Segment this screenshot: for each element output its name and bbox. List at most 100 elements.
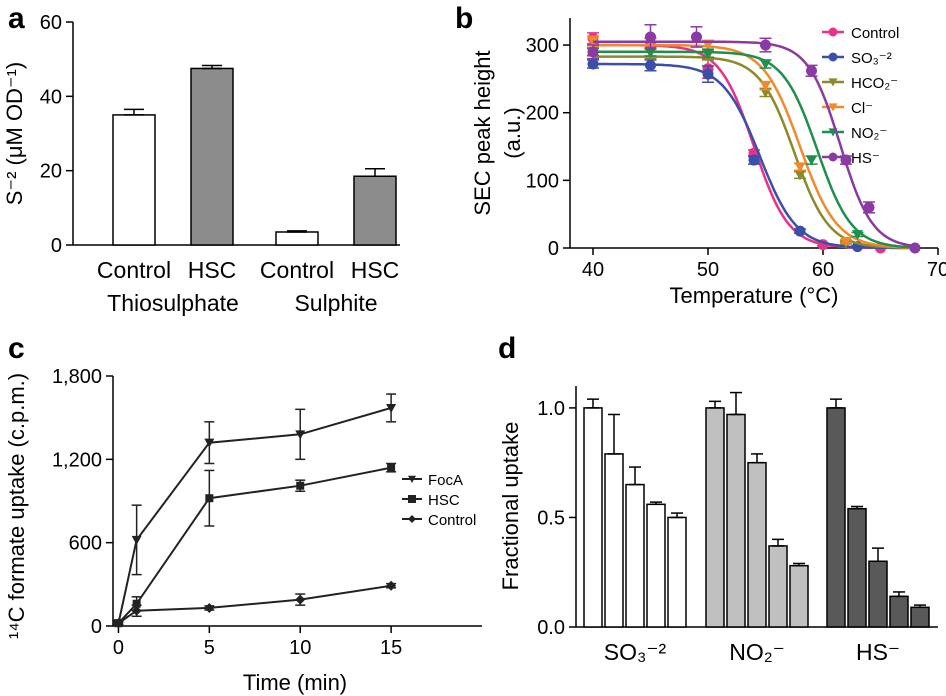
x-tick-label: 0	[113, 637, 124, 659]
y-tick-label: 0	[548, 238, 559, 260]
bar	[726, 413, 746, 628]
y-axis-title: (a.u.)	[500, 107, 525, 158]
error-bar	[893, 591, 905, 598]
error-bar	[751, 453, 763, 464]
series-3: Cl⁻	[587, 35, 916, 249]
panel-c: c 0 600 1,200 1,800 0 5 10 15 Time (min) ¹⁴C forma…	[4, 332, 482, 695]
bar	[353, 175, 397, 246]
data-point	[587, 58, 599, 70]
error-bar	[287, 230, 307, 233]
bar	[768, 545, 788, 628]
legend-swatch-marker	[828, 27, 838, 37]
data-point	[702, 68, 714, 80]
y-tick-label: 0.5	[537, 507, 565, 529]
error-bar	[671, 512, 683, 519]
legend-swatch-marker	[408, 515, 416, 523]
y-axis-title: S⁻² (μM OD⁻¹)	[2, 62, 27, 205]
legend-swatch-marker	[828, 152, 838, 162]
data-point	[205, 494, 214, 503]
series-line	[593, 43, 916, 249]
panel-label: a	[8, 2, 25, 35]
data-point	[645, 59, 656, 71]
data-point	[386, 403, 397, 413]
legend-label: HS⁻	[851, 150, 880, 167]
data-point	[295, 594, 306, 605]
legend-label: NO₂⁻	[851, 125, 887, 142]
y-tick-label: 0.0	[537, 617, 565, 639]
y-axis-title: SEC peak height	[470, 50, 495, 215]
y-tick-label: 300	[526, 35, 559, 57]
error-bar	[365, 168, 385, 177]
bar	[826, 407, 846, 628]
y-axis-title: Fractional uptake	[498, 422, 523, 591]
bar	[112, 114, 156, 246]
error-bar	[793, 562, 805, 567]
y-tick-label: 600	[69, 533, 102, 555]
legend-swatch-marker	[828, 103, 838, 112]
data-point	[131, 535, 142, 545]
data-point	[840, 236, 852, 247]
data-point	[794, 170, 806, 181]
bar	[646, 503, 666, 628]
bar	[705, 407, 725, 628]
x-axis-title: Temperature (°C)	[670, 283, 839, 308]
data-point	[760, 88, 771, 98]
data-point	[113, 618, 124, 629]
error-bar	[124, 108, 144, 116]
y-tick-label: 200	[526, 103, 559, 125]
error-bar	[629, 466, 641, 486]
error-bar	[202, 64, 222, 70]
panel-label: d	[498, 332, 516, 365]
data-point	[131, 605, 142, 616]
bar-group-0: SO₃⁻²	[583, 398, 687, 665]
data-point	[132, 599, 141, 608]
bar	[667, 516, 687, 628]
data-point	[863, 201, 875, 213]
x-axis-title: Time (min)	[243, 670, 347, 695]
data-point	[645, 31, 656, 43]
panel-d: d 0.0 0.5 1.0 Fractional uptake SO₃⁻² NO₂⁻ HS⁻	[498, 332, 938, 665]
legend-label: Cl⁻	[851, 100, 873, 117]
category-label: HSC	[188, 257, 237, 283]
bar	[847, 507, 867, 628]
error-bar	[772, 538, 784, 547]
data-point	[748, 154, 760, 166]
error-bar	[650, 501, 662, 506]
series-2: Control	[113, 512, 476, 629]
bar	[190, 67, 234, 246]
category-label: HS⁻	[856, 639, 900, 665]
bar-group-2: HS⁻	[826, 398, 930, 665]
y-tick-label: 60	[40, 12, 62, 34]
legend-swatch-marker	[408, 475, 416, 483]
x-tick-label: 15	[380, 637, 402, 659]
panel-b: b 0 100 200 300 40 50 60 70 Temperature (°C) SEC p…	[455, 2, 946, 308]
bar	[625, 483, 645, 628]
error-bar	[830, 398, 842, 409]
data-point	[806, 155, 817, 166]
data-point	[794, 162, 806, 173]
series-line	[593, 50, 916, 249]
bar	[583, 407, 603, 628]
category-label: HSC	[351, 257, 400, 283]
y-tick-label: 0	[51, 235, 62, 257]
series-5: HS⁻	[587, 24, 921, 254]
data-point	[760, 59, 771, 70]
legend-label: Control	[851, 25, 899, 42]
legend-label: FocA	[428, 472, 463, 489]
data-point	[204, 602, 215, 613]
data-point	[852, 230, 863, 240]
legend-swatch-marker	[408, 495, 416, 503]
data-point	[587, 46, 599, 58]
group-label: Sulphite	[294, 290, 377, 316]
data-point	[702, 40, 714, 51]
y-tick-label: 100	[526, 170, 559, 192]
error-bar	[730, 391, 742, 416]
y-tick-label: 1,200	[52, 449, 102, 471]
data-point	[387, 463, 396, 472]
panel-label: c	[8, 332, 25, 365]
category-label: SO₃⁻²	[604, 639, 667, 665]
data-point	[645, 47, 656, 58]
legend-swatch-marker	[828, 78, 838, 87]
x-tick-label: 70	[927, 259, 946, 281]
